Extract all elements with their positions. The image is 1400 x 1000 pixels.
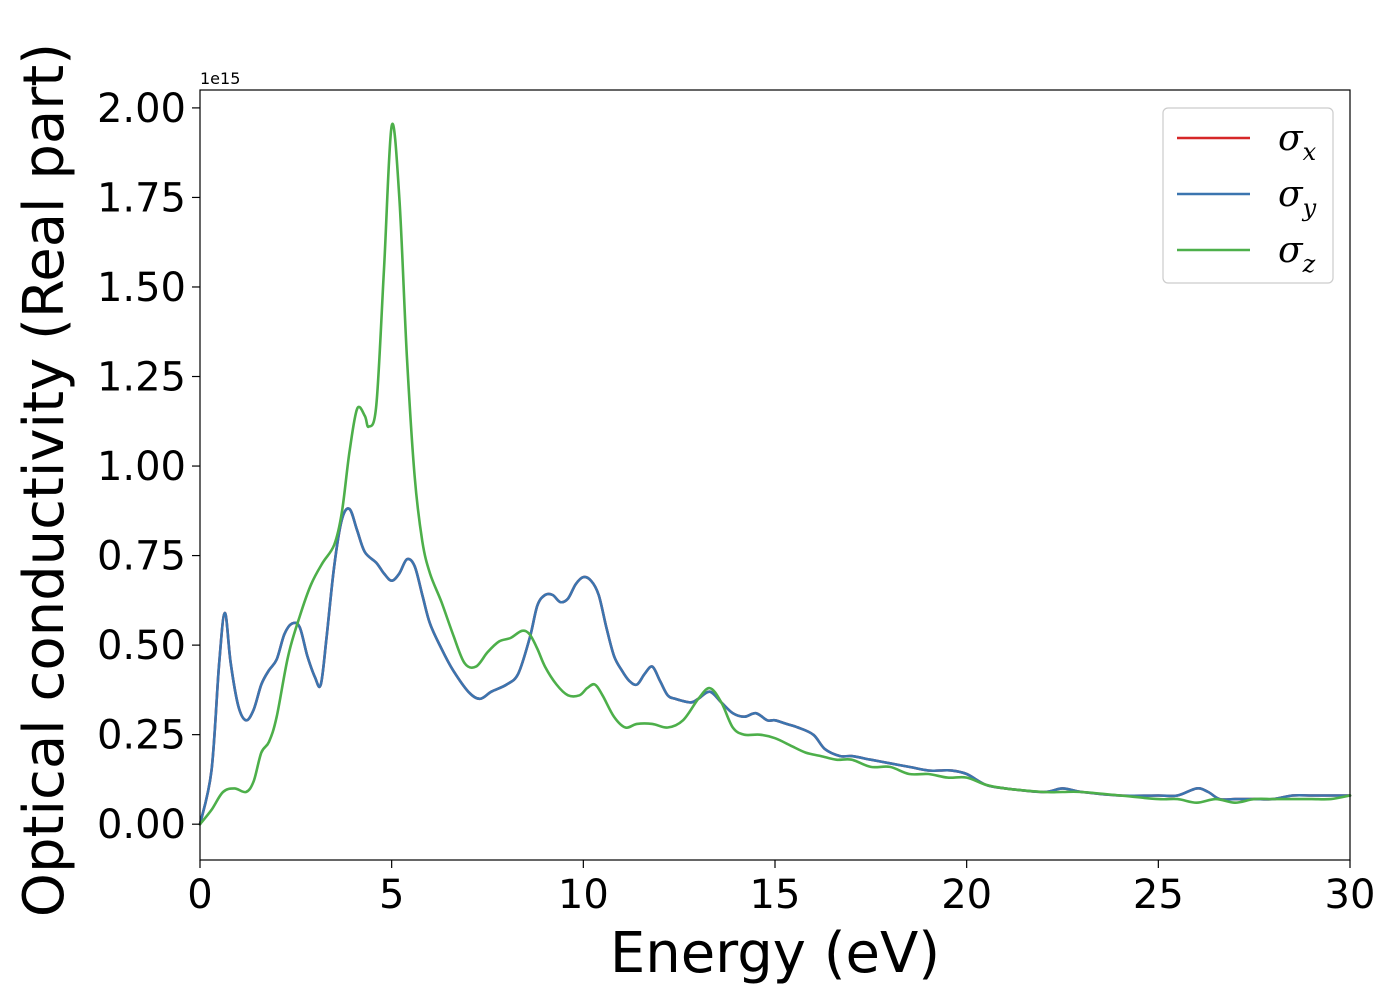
x-tick-label: 30 (1325, 872, 1376, 918)
x-tick-label: 25 (1133, 872, 1184, 918)
legend-label: σz (1278, 230, 1316, 278)
legend-box (1162, 107, 1334, 284)
y-tick-label: 0.25 (97, 713, 186, 759)
y-axis: 0.00 0.25 0.50 0.75 1.00 1.25 1.50 1.75 2.00 (97, 86, 200, 848)
x-tick-label: 10 (558, 872, 609, 918)
y-tick-label: 2.00 (97, 86, 186, 132)
legend-label: σx (1278, 118, 1317, 166)
series-layer (198, 122, 1352, 826)
legend-item-x: σx (1177, 118, 1317, 166)
series-line-x (198, 507, 1352, 826)
y-tick-label: 1.00 (97, 444, 186, 490)
series-line-y (198, 507, 1352, 826)
legend-label: σy (1278, 174, 1317, 222)
legend-item-y: σy (1177, 174, 1317, 222)
y-tick-label: 0.75 (97, 534, 186, 580)
y-tick-label: 1.50 (97, 265, 186, 311)
y-axis-label: Optical conductivity (Real part) (12, 43, 77, 917)
legend-item-z: σz (1177, 230, 1316, 278)
legend: σx σy σz (1162, 107, 1334, 284)
y-offset-label: 1e15 (200, 69, 240, 88)
x-axis: 0 5 10 15 20 25 30 (187, 860, 1375, 918)
x-tick-label: 5 (379, 872, 404, 918)
x-tick-label: 15 (750, 872, 801, 918)
y-tick-label: 1.25 (97, 355, 186, 401)
series-line-z (198, 122, 1352, 826)
x-tick-label: 20 (941, 872, 992, 918)
x-axis-label: Energy (eV) (610, 921, 940, 986)
legend-entries: σx σy σz (1177, 118, 1317, 278)
x-tick-label: 0 (187, 872, 212, 918)
y-tick-label: 0.00 (97, 802, 186, 848)
y-tick-label: 1.75 (97, 175, 186, 221)
y-tick-label: 0.50 (97, 623, 186, 669)
